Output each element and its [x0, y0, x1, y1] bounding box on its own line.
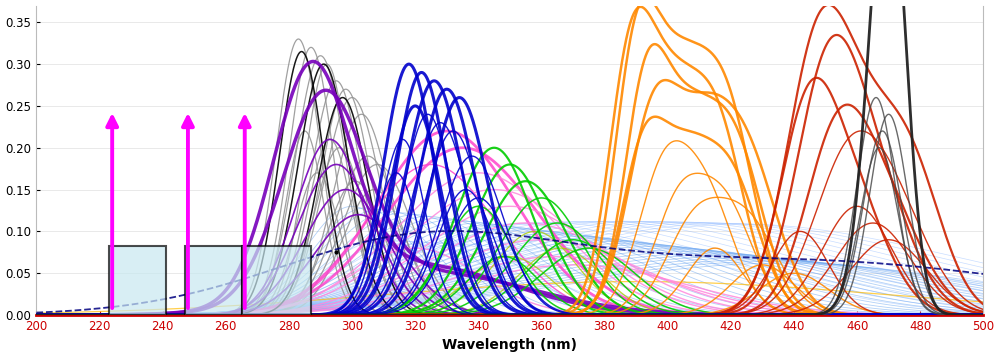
X-axis label: Wavelength (nm): Wavelength (nm): [442, 338, 577, 352]
Bar: [185, 246, 242, 315]
Bar: [109, 246, 166, 315]
Bar: [242, 246, 311, 315]
